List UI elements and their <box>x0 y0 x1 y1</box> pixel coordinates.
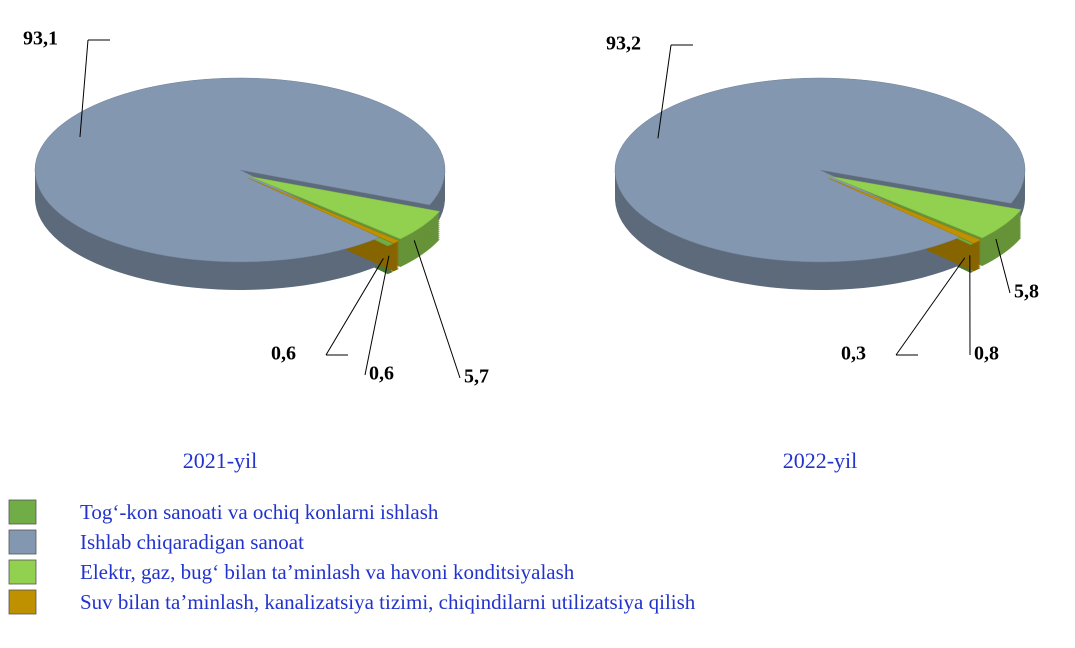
pie <box>614 77 1026 291</box>
legend-label: Elektr, gaz, bug‘ bilan ta’minlash va ha… <box>80 560 575 584</box>
pie-title: 2021-yil <box>183 448 258 473</box>
leader-line <box>79 39 89 138</box>
leader-line <box>364 255 390 376</box>
leader-line <box>995 238 1011 294</box>
legend-swatch <box>8 589 37 615</box>
data-label: 0,6 <box>369 363 394 385</box>
data-label: 0,6 <box>271 343 296 365</box>
leader-line <box>895 257 966 356</box>
legend-swatch <box>8 559 37 585</box>
data-label: 0,3 <box>841 343 866 365</box>
leader-line <box>413 240 461 379</box>
data-label: 93,1 <box>23 28 58 50</box>
slice <box>830 176 1022 239</box>
legend-label: Tog‘-kon sanoati va ochiq konlarni ishla… <box>80 500 439 524</box>
slice <box>34 77 446 263</box>
slice <box>250 176 441 240</box>
data-label: 93,2 <box>606 33 641 55</box>
data-label: 5,7 <box>464 366 489 388</box>
legend-label: Suv bilan ta’minlash, kanalizatsiya tizi… <box>80 590 696 614</box>
slice <box>614 77 1026 263</box>
leader-line <box>657 44 672 139</box>
slice <box>828 178 982 244</box>
legend-swatch <box>8 529 37 555</box>
data-label: 5,8 <box>1014 281 1039 303</box>
data-label: 0,8 <box>974 343 999 365</box>
legend-label: Ishlab chiqaradigan sanoat <box>80 530 304 554</box>
slice <box>248 178 400 244</box>
leader-line <box>325 258 384 356</box>
legend-swatch <box>8 499 37 525</box>
pie <box>34 77 446 290</box>
pie-title: 2022-yil <box>783 448 858 473</box>
